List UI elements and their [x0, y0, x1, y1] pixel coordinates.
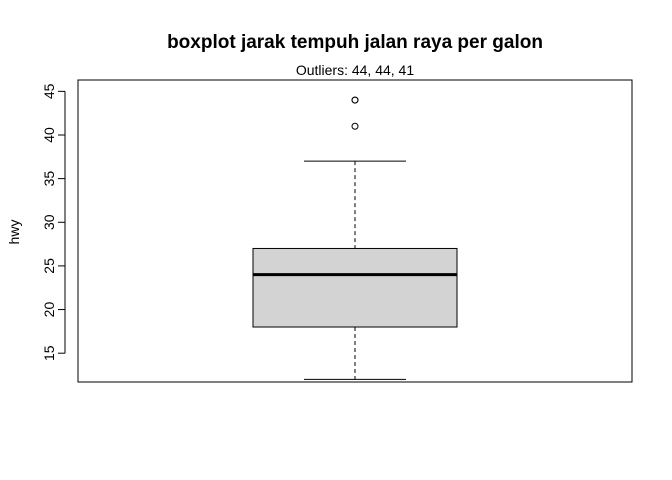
iqr-box: [252, 247, 458, 328]
y-axis-label: hwy: [6, 220, 22, 245]
y-tick-label: 25: [41, 258, 57, 274]
y-tick-label: 20: [41, 302, 57, 318]
y-tick-label: 30: [41, 214, 57, 230]
outlier-point: [351, 96, 359, 104]
y-tick-label: 15: [41, 345, 57, 361]
chart-subtitle: Outliers: 44, 44, 41: [296, 62, 415, 78]
y-axis: 15 20 25 30 35 40 45: [41, 83, 66, 361]
y-tick-label: 35: [41, 171, 57, 187]
chart-title: boxplot jarak tempuh jalan raya per galo…: [167, 32, 543, 53]
y-tick-label: 40: [41, 127, 57, 143]
box-group: [252, 96, 458, 380]
plot-frame: [77, 79, 633, 383]
outlier-point: [351, 122, 359, 130]
y-tick-label: 45: [41, 83, 57, 99]
